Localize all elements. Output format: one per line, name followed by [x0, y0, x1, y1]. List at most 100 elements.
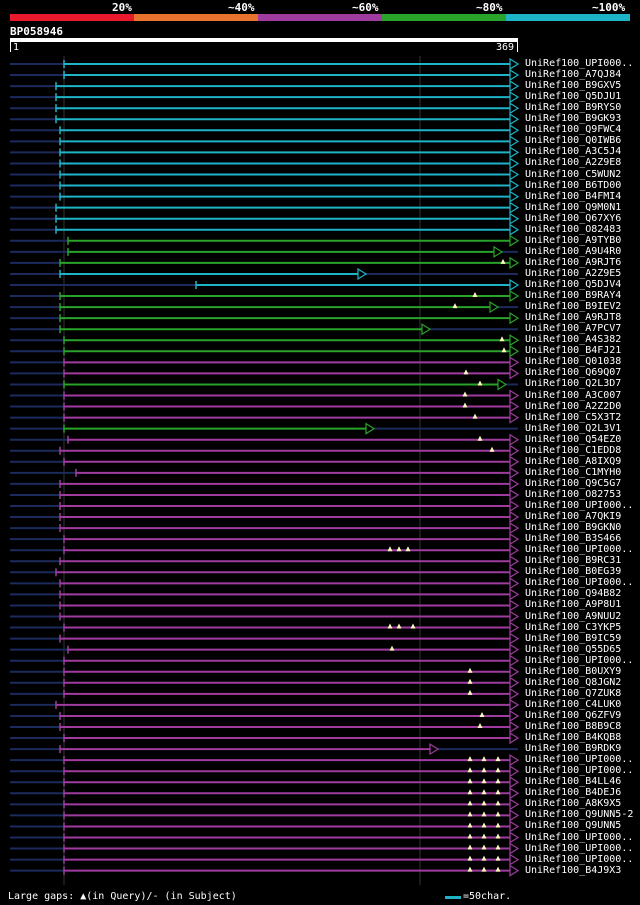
hit-label[interactable]: UniRef100_A9RJT6 — [525, 256, 622, 268]
hit-row[interactable] — [10, 665, 520, 678]
hit-row[interactable] — [10, 323, 518, 336]
hit-label[interactable]: UniRef100_UPI000.. — [525, 654, 634, 666]
hit-row[interactable] — [10, 212, 520, 225]
hit-row[interactable] — [10, 831, 520, 844]
hit-row[interactable] — [10, 853, 520, 866]
hit-row[interactable] — [10, 334, 520, 347]
hit-row[interactable] — [10, 411, 520, 424]
hit-label[interactable]: UniRef100_C4LUK0 — [525, 698, 622, 710]
hit-row[interactable] — [10, 234, 520, 247]
hit-label[interactable]: UniRef100_B9IC59 — [525, 632, 622, 644]
hit-label[interactable]: UniRef100_UPI000.. — [525, 544, 634, 556]
hit-row[interactable] — [10, 477, 520, 490]
hit-row[interactable] — [10, 676, 520, 689]
hit-row[interactable] — [10, 124, 520, 137]
hit-row[interactable] — [10, 533, 520, 546]
hit-label[interactable]: UniRef100_Q55D65 — [525, 643, 622, 655]
hit-label[interactable]: UniRef100_B3S466 — [525, 533, 622, 545]
hit-row[interactable] — [10, 709, 520, 723]
hit-label[interactable]: UniRef100_UPI000.. — [525, 500, 634, 511]
hit-label[interactable]: UniRef100_Q2L3V1 — [525, 422, 622, 434]
hit-row[interactable] — [10, 356, 520, 369]
hit-label[interactable]: UniRef100_B9RDK9 — [525, 743, 622, 755]
hit-label[interactable]: UniRef100_A9P8U1 — [525, 599, 622, 611]
hit-row[interactable] — [10, 720, 520, 734]
hit-row[interactable] — [10, 599, 520, 612]
hit-label[interactable]: UniRef100_B0UXY9 — [525, 665, 622, 677]
hit-label[interactable]: UniRef100_A9RJT8 — [525, 312, 622, 324]
hit-row[interactable] — [10, 256, 520, 269]
hit-label[interactable]: UniRef100_C1MYH0 — [525, 466, 622, 478]
hit-row[interactable] — [10, 566, 520, 579]
hit-row[interactable] — [10, 466, 520, 479]
hit-label[interactable]: UniRef100_A3C007 — [525, 389, 622, 401]
hit-row[interactable] — [10, 389, 520, 402]
hit-label[interactable]: UniRef100_A7PCV7 — [525, 323, 622, 335]
hit-label[interactable]: UniRef100_A4S382 — [525, 334, 622, 346]
hit-row[interactable] — [10, 301, 518, 314]
hit-label[interactable]: UniRef100_C3YKP5 — [525, 621, 622, 633]
hit-label[interactable]: UniRef100_UPI000.. — [525, 765, 634, 777]
hit-label[interactable]: UniRef100_UPI000.. — [525, 754, 634, 766]
hit-label[interactable]: UniRef100_A7QKI9 — [525, 511, 622, 523]
hit-row[interactable] — [10, 510, 520, 524]
hit-label[interactable]: UniRef100_Q9M0N1 — [525, 201, 622, 213]
hit-row[interactable] — [10, 776, 520, 789]
hit-label[interactable]: UniRef100_Q0IWB6 — [525, 135, 622, 147]
hit-label[interactable]: UniRef100_Q54EZ0 — [525, 433, 622, 445]
hit-label[interactable]: UniRef100_Q9FWC4 — [525, 124, 622, 136]
hit-row[interactable] — [10, 80, 520, 93]
hit-label[interactable]: UniRef100_Q7ZUK8 — [525, 687, 622, 699]
hit-label[interactable]: UniRef100_A2Z2D0 — [525, 400, 622, 412]
hit-row[interactable] — [10, 654, 520, 667]
hit-label[interactable]: UniRef100_O82483 — [525, 223, 622, 235]
hit-row[interactable] — [10, 68, 520, 82]
hit-row[interactable] — [10, 245, 518, 258]
hit-label[interactable]: UniRef100_UPI000.. — [525, 842, 634, 854]
hit-row[interactable] — [10, 643, 520, 656]
hit-label[interactable]: UniRef100_A2Z9E8 — [525, 157, 622, 169]
hit-row[interactable] — [10, 57, 520, 71]
hit-row[interactable] — [10, 787, 520, 800]
hit-row[interactable] — [10, 312, 520, 325]
hit-label[interactable]: UniRef100_Q5DJV4 — [525, 279, 622, 290]
hit-label[interactable]: UniRef100_UPI000.. — [525, 577, 634, 589]
hit-row[interactable] — [10, 179, 520, 192]
hit-row[interactable] — [10, 168, 520, 181]
hit-label[interactable]: UniRef100_B4J9X3 — [525, 864, 622, 876]
hit-row[interactable] — [10, 588, 520, 601]
hit-label[interactable]: UniRef100_Q67XY6 — [525, 212, 622, 224]
hit-label[interactable]: UniRef100_A9NUU2 — [525, 610, 622, 622]
hit-label[interactable]: UniRef100_Q69Q07 — [525, 367, 622, 379]
hit-label[interactable]: UniRef100_Q6ZFV9 — [525, 709, 622, 721]
hit-row[interactable] — [10, 577, 520, 590]
hit-row[interactable] — [10, 157, 520, 170]
hit-label[interactable]: UniRef100_B9RC31 — [525, 555, 622, 567]
hit-label[interactable]: UniRef100_Q8JGN2 — [525, 676, 622, 688]
hit-row[interactable] — [10, 223, 520, 236]
hit-label[interactable]: UniRef100_B4LL46 — [525, 776, 622, 788]
hit-row[interactable] — [10, 289, 520, 303]
hit-row[interactable] — [10, 455, 520, 468]
hit-row[interactable] — [10, 444, 520, 457]
hit-row[interactable] — [10, 544, 520, 557]
hit-row[interactable] — [10, 809, 520, 822]
hit-row[interactable] — [10, 278, 520, 292]
hit-label[interactable]: UniRef100_Q94B82 — [525, 588, 622, 600]
hit-label[interactable]: UniRef100_UPI000.. — [525, 831, 634, 843]
hit-label[interactable]: UniRef100_C1EDD8 — [525, 444, 622, 456]
hit-label[interactable]: UniRef100_Q2L3D7 — [525, 378, 622, 390]
hit-label[interactable]: UniRef100_UPI000.. — [525, 58, 634, 69]
hit-label[interactable]: UniRef100_A3C5J4 — [525, 146, 622, 158]
hit-row[interactable] — [10, 91, 520, 104]
hit-row[interactable] — [10, 345, 520, 358]
hit-row[interactable] — [10, 820, 520, 833]
hit-row[interactable] — [10, 842, 520, 855]
hit-label[interactable]: UniRef100_A2Z9E5 — [525, 267, 622, 279]
hit-row[interactable] — [10, 422, 518, 435]
hit-label[interactable]: UniRef100_A8K9X5 — [525, 798, 622, 810]
hit-label[interactable]: UniRef100_B8B9C8 — [525, 721, 622, 732]
hit-label[interactable]: UniRef100_B0EG39 — [525, 566, 622, 578]
hit-label[interactable]: UniRef100_B6TD00 — [525, 179, 622, 191]
hit-row[interactable] — [10, 765, 520, 778]
